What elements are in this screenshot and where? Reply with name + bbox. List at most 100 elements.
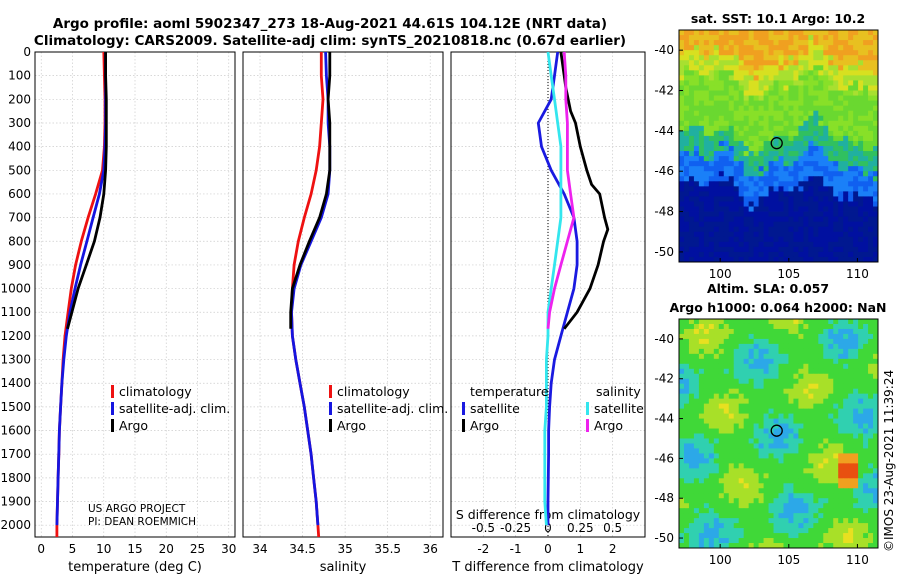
- map-cell: [748, 125, 755, 132]
- map-cell: [758, 65, 764, 71]
- map-cell: [853, 231, 859, 238]
- map-cell: [823, 363, 829, 370]
- map-cell: [833, 498, 839, 504]
- map-cell: [728, 221, 735, 228]
- map-cell: [703, 443, 710, 449]
- map-cell: [703, 241, 710, 248]
- map-cell: [813, 518, 819, 524]
- map-cell: [708, 523, 715, 529]
- map-cell: [823, 246, 829, 253]
- lat-tick-label: -44: [654, 412, 674, 426]
- map-cell: [783, 90, 789, 96]
- map-cell: [858, 171, 864, 177]
- map-cell: [753, 498, 760, 504]
- map-cell: [718, 403, 725, 410]
- map-cell: [748, 90, 755, 96]
- map-cell: [743, 110, 750, 117]
- map-cell: [679, 125, 685, 132]
- map-cell: [728, 206, 735, 212]
- map-cell: [718, 30, 725, 36]
- map-cell: [698, 483, 705, 489]
- lon-tick-label: 105: [777, 267, 800, 281]
- series-line-temperature-argo: [559, 51, 610, 330]
- map-cell: [798, 65, 804, 71]
- map-cell: [698, 115, 705, 122]
- map-cell: [863, 543, 869, 549]
- map-cell: [848, 151, 854, 157]
- map-cell: [728, 378, 735, 385]
- map-cell: [788, 363, 794, 370]
- map-cell: [718, 221, 725, 228]
- map-cell: [783, 236, 789, 243]
- map-cell: [723, 463, 730, 469]
- map-cell: [833, 508, 839, 514]
- map-cell: [703, 348, 710, 355]
- map-cell: [768, 368, 774, 375]
- map-cell: [718, 423, 725, 429]
- map-cell: [858, 130, 864, 137]
- map-cell: [828, 181, 834, 187]
- map-cell: [743, 348, 750, 355]
- map-cell: [718, 468, 725, 474]
- map-cell: [868, 256, 874, 263]
- map-cell: [798, 498, 804, 504]
- map-cell: [833, 418, 839, 424]
- map-cell: [853, 171, 859, 177]
- map-cell: [788, 523, 794, 529]
- map-cell: [758, 95, 764, 102]
- map-cell: [863, 338, 869, 345]
- map-cell: [688, 418, 695, 424]
- legend-swatch-argo: [111, 419, 114, 432]
- map-cell: [778, 333, 784, 340]
- map-cell: [708, 358, 715, 365]
- map-cell: [808, 533, 814, 539]
- map-cell: [788, 333, 794, 340]
- map-cell: [778, 251, 784, 258]
- map-cell: [863, 528, 869, 534]
- map-cell: [778, 35, 784, 41]
- map-cell: [743, 323, 750, 330]
- map-cell: [763, 226, 769, 233]
- map-cell: [778, 523, 784, 529]
- map-cell: [853, 338, 859, 345]
- map-cell: [843, 363, 849, 370]
- map-cell: [838, 413, 844, 419]
- map-cell: [783, 181, 789, 187]
- map-cell: [823, 65, 829, 71]
- map-cell: [723, 468, 730, 474]
- map-cell: [679, 368, 685, 375]
- map-cell: [698, 373, 705, 380]
- sst-map-frame: [678, 29, 879, 263]
- map-cell: [679, 443, 685, 449]
- map-cell: [679, 55, 685, 61]
- map-cell: [713, 40, 720, 46]
- map-cell: [773, 368, 779, 375]
- map-cell: [708, 125, 715, 132]
- map-cell: [768, 85, 774, 91]
- map-cell: [873, 523, 879, 529]
- map-cell: [698, 100, 705, 107]
- map-cell: [723, 543, 730, 549]
- map-cell: [843, 246, 849, 253]
- map-cell: [863, 458, 869, 464]
- map-cell: [863, 328, 869, 335]
- map-cell: [868, 468, 874, 474]
- map-cell: [868, 383, 874, 390]
- map-cell: [863, 161, 869, 167]
- y-tick-label: 800: [8, 234, 31, 248]
- map-cell: [783, 115, 789, 122]
- map-cell: [703, 201, 710, 207]
- map-cell: [738, 448, 745, 454]
- map-cell: [683, 423, 690, 429]
- map-cell: [818, 216, 824, 223]
- map-cell: [848, 338, 854, 345]
- map-cell: [868, 95, 874, 102]
- map-cell: [708, 508, 715, 514]
- map-cell: [748, 388, 755, 395]
- map-cell: [748, 543, 755, 549]
- map-cell: [788, 146, 794, 152]
- map-cell: [828, 80, 834, 86]
- map-cell: [858, 45, 864, 51]
- map-cell: [763, 513, 769, 519]
- map-cell: [823, 251, 829, 258]
